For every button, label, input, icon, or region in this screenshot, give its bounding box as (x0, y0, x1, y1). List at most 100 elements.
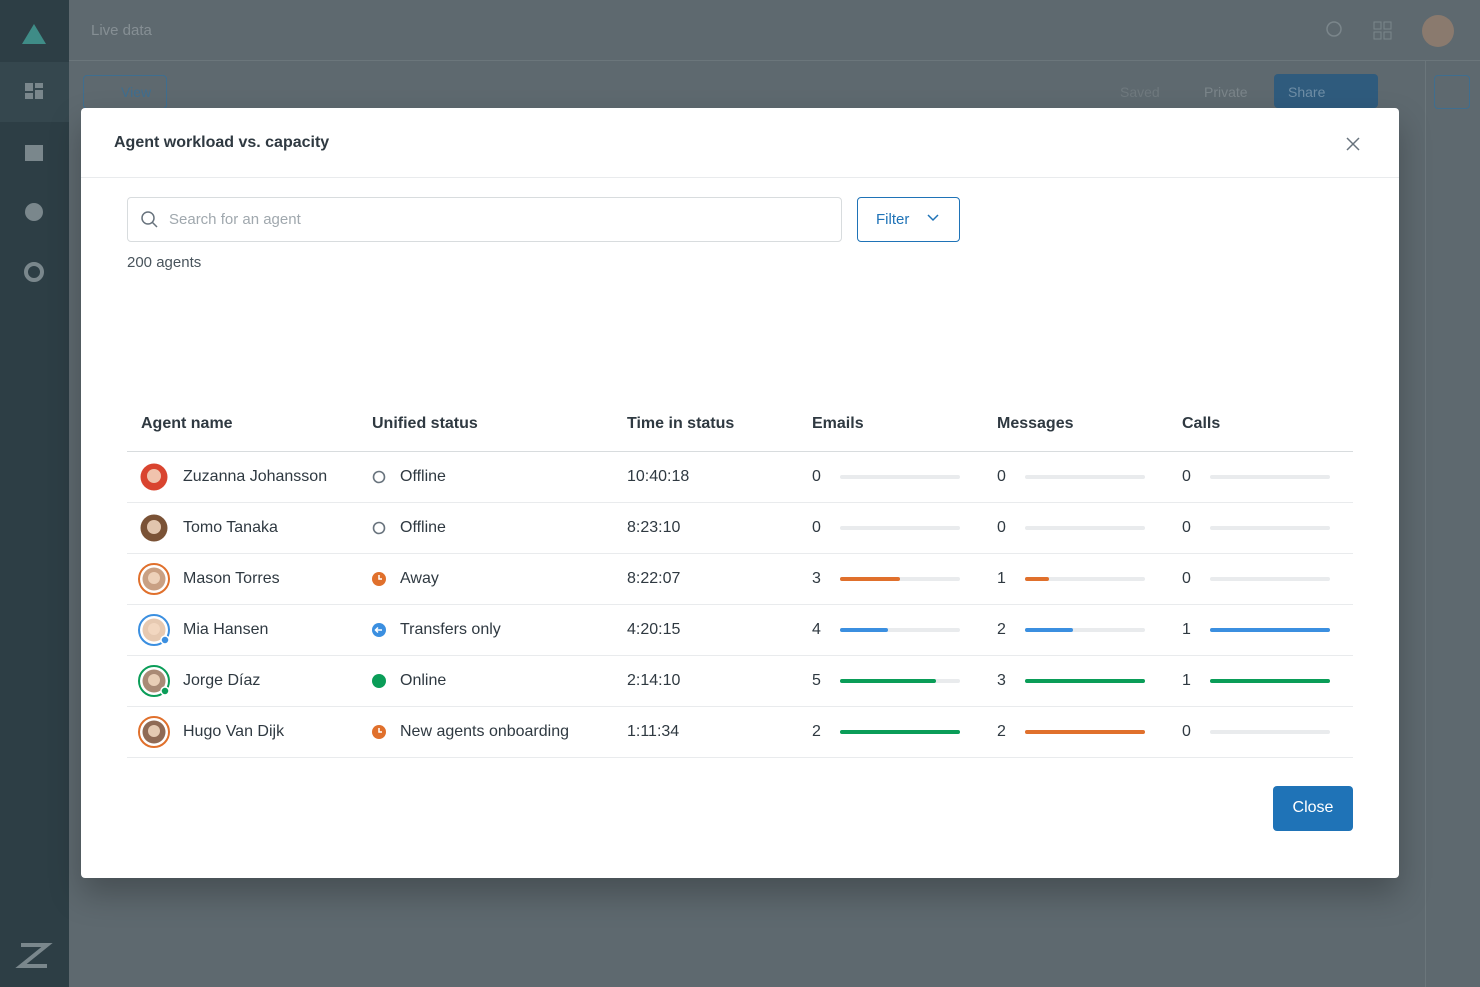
status-label: Offline (400, 519, 446, 536)
time-in-status: 1:11:34 (627, 723, 680, 740)
filter-chevron (927, 214, 939, 222)
status-icon (372, 623, 386, 637)
modal: Agent workload vs. capacity Search for a… (81, 108, 1399, 878)
search-placeholder: Search for an agent (169, 211, 301, 228)
top-icons (1326, 15, 1454, 47)
calls-count: 0 (1182, 468, 1191, 485)
agent-name: Zuzanna Johansson (183, 468, 328, 485)
avatar-ring (138, 665, 170, 697)
calls-count: 0 (1182, 570, 1191, 587)
emails-count: 0 (812, 468, 821, 485)
status-icon (372, 725, 386, 739)
emails-count: 0 (812, 519, 821, 536)
emails-count: 5 (812, 672, 821, 689)
private-label: Private (1204, 84, 1248, 100)
status-icon (372, 572, 386, 586)
right-divider (1425, 60, 1426, 987)
status-label: Offline (400, 468, 446, 485)
column-header: Unified status (372, 415, 478, 432)
status-dot (372, 674, 386, 688)
messages-count: 0 (997, 519, 1006, 536)
capacity-bar (840, 628, 888, 632)
share-button[interactable]: Share (1274, 74, 1378, 108)
agent-name: Mia Hansen (183, 621, 269, 638)
status-icon (372, 674, 386, 688)
view-button[interactable]: View (83, 75, 167, 109)
status-label: Away (400, 570, 439, 587)
avatar-ring (138, 614, 170, 646)
status-icon (372, 470, 386, 484)
time-in-status: 8:22:07 (627, 570, 681, 587)
search-icon (141, 211, 158, 228)
status-label: Transfers only (400, 621, 501, 638)
calls-count: 0 (1182, 519, 1191, 536)
column-header: Agent name (141, 415, 233, 432)
capacity-bar (840, 730, 960, 734)
arrow (374, 626, 382, 634)
time-in-status: 2:14:10 (627, 672, 681, 689)
capacity-bar (1025, 730, 1145, 734)
time-in-status: 10:40:18 (627, 468, 690, 485)
avatar-face (148, 674, 160, 686)
filter-button[interactable]: Filter (857, 197, 960, 242)
capacity-track (1210, 577, 1330, 581)
agent-name: Mason Torres (183, 570, 280, 587)
messages-count: 2 (997, 723, 1006, 740)
avatar-face (147, 469, 161, 483)
messages-count: 1 (997, 570, 1006, 587)
messages-count: 3 (997, 672, 1006, 689)
close-label: Close (1292, 799, 1334, 816)
messages-count: 2 (997, 621, 1006, 638)
saved-label: Saved (1120, 84, 1160, 100)
status-ring (372, 521, 386, 535)
status-icon (372, 521, 386, 535)
capacity-track (1025, 577, 1145, 581)
calls-count: 1 (1182, 672, 1191, 689)
avatar-badge (160, 635, 170, 645)
time-in-status: 4:20:15 (627, 621, 681, 638)
capacity-bar (1025, 679, 1145, 683)
avatar-ring (138, 563, 170, 595)
agent-table: Agent name Unified status Time in status Em… (127, 293, 1353, 762)
status-label: Online (400, 672, 447, 689)
filter-label: Filter (876, 211, 910, 228)
capacity-track (1210, 475, 1330, 479)
table-graphics (127, 463, 1353, 758)
column-header: Emails (812, 415, 864, 432)
header-divider (81, 177, 1399, 178)
clock-hands (378, 728, 382, 733)
avatar-badge (160, 686, 170, 696)
capacity-bar (1210, 679, 1330, 683)
avatar-face (148, 623, 160, 635)
calls-count: 1 (1182, 621, 1191, 638)
agent-name: Hugo Van Dijk (183, 723, 285, 740)
share-label: Share (1288, 84, 1326, 100)
avatar-face (148, 572, 160, 584)
clock-hands (378, 575, 382, 580)
avatar-face (147, 520, 161, 534)
capacity-bar (1210, 628, 1330, 632)
capacity-bar (1025, 577, 1049, 581)
sidebar (0, 0, 69, 987)
column-header: Calls (1182, 415, 1221, 432)
emails-count: 4 (812, 621, 821, 638)
agent-count: 200 agents (127, 254, 202, 271)
close-button[interactable]: Close (1273, 786, 1353, 831)
messages-count: 0 (997, 468, 1006, 485)
close-icon[interactable] (1345, 136, 1361, 152)
agent-name: Jorge Díaz (183, 672, 261, 689)
capacity-track (1025, 526, 1145, 530)
capacity-track (840, 526, 960, 530)
search-input[interactable]: Search for an agent (127, 197, 842, 242)
sidebar-icons (0, 24, 69, 968)
capacity-track (1210, 526, 1330, 530)
header-rule (127, 451, 1353, 452)
status-ring (372, 470, 386, 484)
time-in-status: 8:23:10 (627, 519, 681, 536)
column-header: Messages (997, 415, 1074, 432)
modal-title: Agent workload vs. capacity (114, 134, 330, 151)
add-button[interactable] (1434, 75, 1470, 109)
capacity-track (840, 475, 960, 479)
capacity-bar (1025, 628, 1073, 632)
